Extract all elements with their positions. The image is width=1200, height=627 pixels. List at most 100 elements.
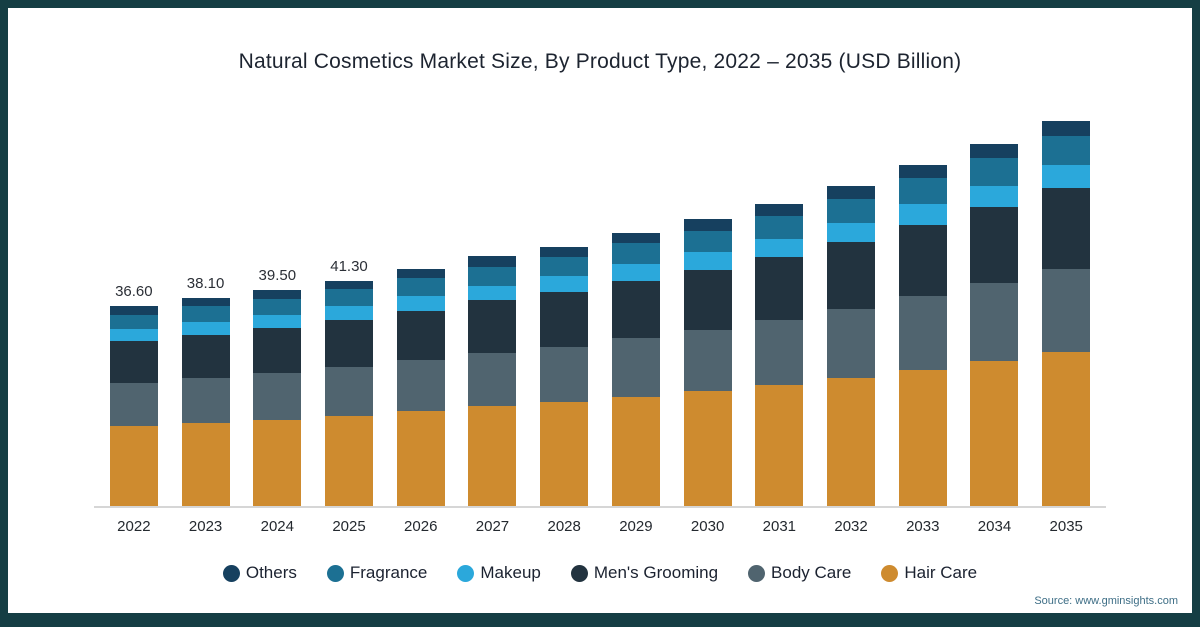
- bar-column-2033: [887, 142, 959, 506]
- bar-segment-others: [970, 144, 1019, 159]
- x-tick-2024: 2024: [260, 518, 294, 535]
- bar-value-label: 36.60: [115, 283, 153, 301]
- bar-stack: [611, 233, 660, 506]
- legend-item-others: Others: [222, 563, 297, 583]
- bar-stack: [898, 164, 947, 506]
- bar-column-2035: [1030, 98, 1102, 506]
- legend-label: Others: [245, 563, 297, 582]
- x-tick-2031: 2031: [762, 518, 797, 535]
- bar-segment-makeup: [1042, 165, 1091, 189]
- bar-column-2025: 41.30: [313, 258, 385, 506]
- bar-segment-body-care: [468, 352, 517, 407]
- bar-segment-makeup: [898, 204, 947, 225]
- bar-stack: [325, 280, 374, 506]
- bar-segment-makeup: [181, 321, 230, 335]
- bar-segment-others: [898, 164, 947, 179]
- bar-segment-hair-care: [396, 411, 445, 506]
- x-tick-2022: 2022: [117, 518, 151, 535]
- bar-column-2028: [528, 224, 600, 506]
- bar-segment-makeup: [755, 238, 804, 257]
- bar-value-label: 41.30: [330, 257, 368, 275]
- bar-segment-fragrance: [1042, 136, 1091, 166]
- bar-segment-fragrance: [253, 298, 302, 315]
- bar-segment-fragrance: [611, 243, 660, 265]
- legend-dot-icon: [222, 564, 240, 582]
- bar-segment-fragrance: [181, 306, 230, 322]
- x-tick-2023: 2023: [188, 518, 223, 535]
- bar-segment-hair-care: [109, 426, 158, 506]
- bar-column-2030: [672, 196, 744, 506]
- bar-segment-body-care: [540, 346, 589, 403]
- bar-segment-others: [683, 218, 732, 231]
- bar-segment-others: [611, 233, 660, 244]
- bar-segment-hair-care: [970, 361, 1019, 506]
- bar-stack: [970, 144, 1019, 506]
- bar-segment-hair-care: [611, 396, 660, 506]
- bar-segment-makeup: [109, 329, 158, 342]
- bar-segment-others: [1042, 121, 1091, 137]
- bar-segment-body-care: [898, 296, 947, 370]
- bar-segment-fragrance: [325, 289, 374, 307]
- bar-segment-men-s-grooming: [611, 280, 660, 338]
- legend-dot-icon: [457, 564, 475, 582]
- x-tick-2030: 2030: [690, 518, 725, 535]
- bar-stack: [468, 256, 517, 506]
- plot-wrap: 36.60 38.10 39.50 41.30 2022 2023 2024 2025 202…: [94, 88, 1106, 535]
- bar-column-2022: 36.60: [98, 283, 170, 506]
- bar-segment-body-care: [827, 309, 876, 379]
- bar-segment-others: [468, 256, 517, 267]
- legend-item-hair-care: Hair Care: [881, 563, 977, 583]
- bar-segment-hair-care: [683, 391, 732, 506]
- bar-segment-men-s-grooming: [970, 207, 1019, 284]
- bar-segment-others: [540, 246, 589, 257]
- bar-segment-fragrance: [898, 178, 947, 205]
- bar-segment-men-s-grooming: [325, 319, 374, 368]
- bar-column-2027: [457, 233, 529, 506]
- bar-segment-men-s-grooming: [181, 334, 230, 379]
- bar-segment-body-care: [611, 337, 660, 397]
- bar-stack: [1042, 121, 1091, 506]
- bar-segment-men-s-grooming: [540, 292, 589, 347]
- bar-segment-hair-care: [755, 384, 804, 506]
- legend-dot-icon: [881, 564, 899, 582]
- x-tick-2026: 2026: [404, 518, 438, 535]
- legend-label: Makeup: [480, 563, 541, 582]
- bar-stack: [540, 246, 589, 506]
- bar-stack: [827, 186, 876, 506]
- bar-segment-fragrance: [683, 230, 732, 253]
- bar-segment-men-s-grooming: [898, 224, 947, 297]
- bar-segment-hair-care: [468, 406, 517, 506]
- bar-segment-body-care: [683, 329, 732, 392]
- bar-segment-hair-care: [181, 423, 230, 506]
- bar-segment-others: [325, 280, 374, 290]
- bar-segment-fragrance: [109, 314, 158, 330]
- legend-item-fragrance: Fragrance: [326, 563, 427, 583]
- bar-segment-body-care: [253, 373, 302, 420]
- bar-segment-body-care: [970, 283, 1019, 362]
- bar-stack: [755, 203, 804, 506]
- bar-segment-hair-care: [325, 415, 374, 506]
- bar-segment-others: [253, 290, 302, 299]
- tick-row: 2022 2023 2024 2025 2026 2027 2028 2029 2030 2031…: [94, 518, 1106, 535]
- bar-stack: [109, 306, 158, 506]
- bar-value-label: 38.10: [186, 274, 225, 292]
- bar-column-2023: 38.10: [170, 275, 242, 506]
- bar-segment-others: [396, 269, 445, 279]
- x-tick-2035: 2035: [1049, 518, 1083, 535]
- legend-dot-icon: [570, 564, 588, 582]
- bar-segment-makeup: [396, 296, 445, 311]
- x-tick-2032: 2032: [834, 518, 868, 535]
- bar-segment-men-s-grooming: [468, 300, 517, 353]
- bar-segment-body-care: [325, 367, 374, 416]
- legend-item-makeup: Makeup: [457, 563, 541, 583]
- legend: Others Fragrance Makeup Men's Grooming Body …: [8, 563, 1192, 583]
- bar-segment-fragrance: [396, 278, 445, 297]
- source-attribution: Source: www.gminsights.com: [1034, 595, 1178, 607]
- bar-segment-hair-care: [253, 419, 302, 506]
- x-tick-2029: 2029: [619, 518, 653, 535]
- bar-column-2032: [815, 163, 887, 506]
- bar-column-2024: 39.50: [241, 267, 313, 506]
- plot-area: 36.60 38.10 39.50 41.30: [94, 88, 1106, 508]
- bar-segment-makeup: [468, 285, 517, 301]
